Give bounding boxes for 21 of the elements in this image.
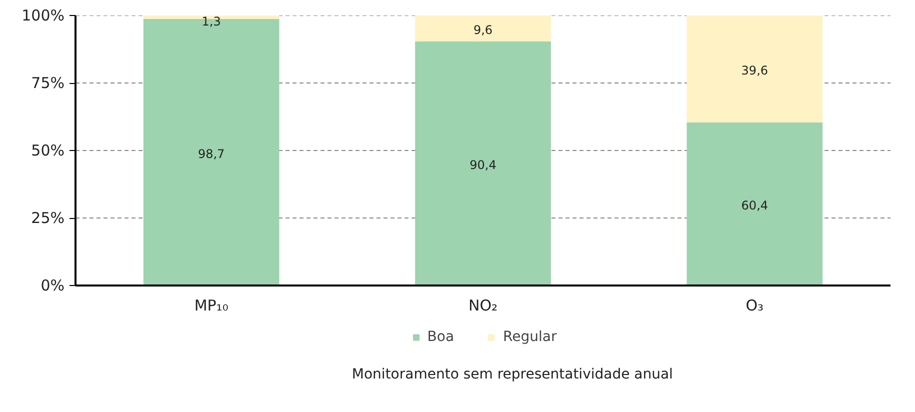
- bar: [686, 16, 823, 122]
- legend-label: Regular: [503, 329, 557, 345]
- y-tick-label: 0%: [40, 276, 64, 294]
- data-label: 98,7: [198, 146, 225, 161]
- data-label: 60,4: [741, 198, 768, 212]
- data-label: 1,3: [202, 14, 221, 28]
- y-tick-label: 75%: [31, 74, 65, 92]
- data-label: 39,6: [741, 63, 768, 78]
- data-label: 9,6: [473, 22, 493, 37]
- bar: [415, 16, 551, 42]
- x-tick-label: MP₁₀: [194, 296, 228, 314]
- text: Monitoramento sem representatividade anual: [352, 366, 673, 382]
- x-tick-label: O₃: [746, 296, 764, 314]
- y-tick-label: 100%: [22, 6, 65, 24]
- bar: [415, 41, 551, 286]
- x-tick-label: NO₂: [468, 296, 498, 314]
- bar: [686, 122, 823, 286]
- y-tick-label: 50%: [31, 142, 65, 160]
- y-tick-label: 25%: [31, 209, 65, 227]
- data-label: 90,4: [470, 158, 496, 172]
- legend-label: Boa: [427, 329, 454, 345]
